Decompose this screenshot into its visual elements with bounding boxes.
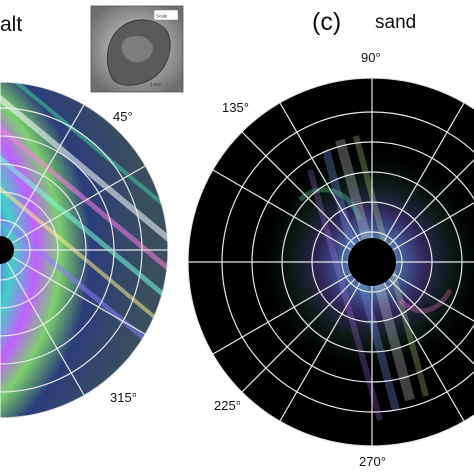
sand-angle-225: 225° [214, 398, 241, 413]
basalt-angle-45: 45° [113, 109, 133, 124]
sand-angle-270: 270° [359, 454, 386, 469]
basalt-angle-315: 315° [110, 390, 137, 405]
basalt-panel: alt 45° 315° [0, 13, 168, 418]
sand-label: sand [375, 12, 416, 33]
basalt-label: alt [0, 13, 22, 36]
sand-angle-135: 135° [222, 100, 249, 115]
sand-center-hole [348, 238, 396, 286]
inset-caption-2: 1 mm [150, 82, 162, 87]
basalt-center-hole [0, 236, 14, 264]
sand-panel: (c) sand 90° 135° 225° 270° [187, 8, 474, 469]
inset-caption-1: Scale [156, 14, 168, 19]
basalt-inset-photo: Scale 1 mm [90, 5, 184, 93]
sand-panel-letter: (c) [312, 8, 341, 36]
sand-angle-90: 90° [361, 50, 381, 65]
basalt-grid [0, 82, 168, 418]
